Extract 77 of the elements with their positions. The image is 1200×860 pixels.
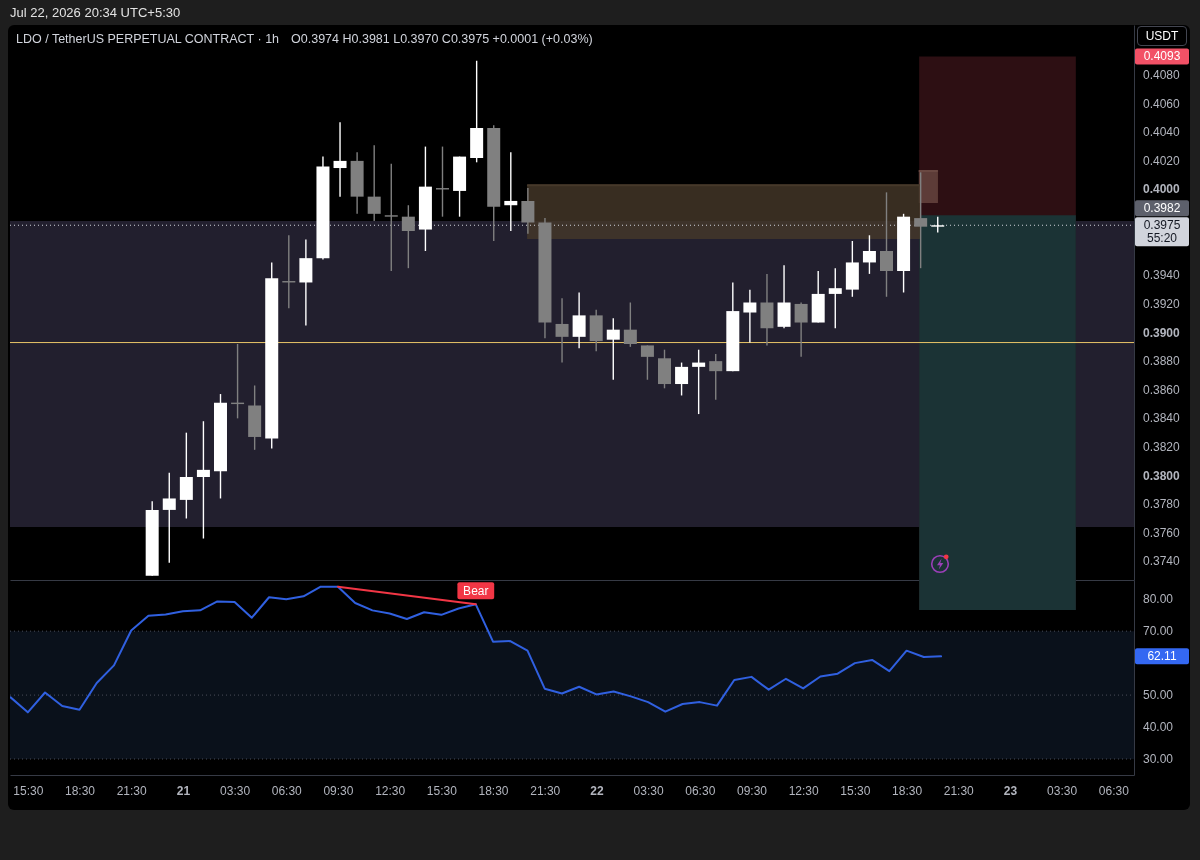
y-axis-title: USDT — [1137, 26, 1187, 46]
candlestick — [692, 349, 706, 415]
text: 0.4093 — [1143, 49, 1181, 64]
candlestick — [623, 301, 637, 348]
y-tick-label: 0.3800 — [1143, 468, 1181, 483]
x-tick-label: 21:30 — [530, 783, 561, 798]
candlestick — [367, 144, 381, 222]
x-tick-label: 03:30 — [633, 783, 664, 798]
y-tick-label: 0.4040 — [1143, 125, 1181, 140]
candlestick — [196, 420, 210, 540]
candlestick — [914, 171, 928, 269]
annotation: O0.3974 H0.3981 L0.3970 C0.3975 +0.0001 (+0.03%) — [291, 32, 593, 46]
x-tick-label: 06:30 — [685, 783, 716, 798]
candlestick — [880, 191, 893, 298]
y-tick-label: 0.4000 — [1143, 182, 1181, 197]
candlestick — [572, 291, 586, 349]
y-tick-label: 0.3940 — [1143, 268, 1181, 283]
x-tick-label: 12:30 — [788, 783, 820, 798]
y-tick-label: 0.3780 — [1143, 497, 1181, 512]
x-tick-label: 06:30 — [1098, 783, 1130, 798]
y-tick-label: 30.00 — [1143, 752, 1174, 767]
line-series — [10, 585, 943, 714]
ref-line-label: 0.3975 — [1143, 218, 1181, 233]
y-tick-label: 0.3880 — [1143, 354, 1181, 369]
x-tick-label: 21:30 — [116, 783, 148, 798]
x-tick-label: 06:30 — [271, 783, 303, 798]
y-tick-label: 40.00 — [1143, 720, 1174, 735]
x-tick-label: 03:30 — [1047, 783, 1078, 798]
text: Jul 22, 2026 20:34 UTC+5:30 — [10, 5, 181, 20]
candlestick — [828, 267, 842, 329]
candlestick — [384, 163, 398, 272]
annotation: Bear — [463, 583, 489, 598]
x-tick-label: 15:30 — [840, 783, 871, 798]
y-tick-label: 0.3900 — [1143, 325, 1181, 340]
x-tick-label: 22 — [590, 783, 604, 798]
candlestick — [504, 151, 518, 232]
candlestick — [675, 361, 689, 397]
text: 62.11 — [1147, 649, 1177, 664]
text: 55:20 — [1146, 231, 1178, 246]
y-tick-label: 70.00 — [1143, 624, 1174, 639]
y-tick-label: 0.3760 — [1143, 525, 1181, 540]
candlestick — [333, 121, 347, 198]
candlestick — [179, 431, 193, 520]
candlestick — [743, 288, 757, 344]
candlestick — [521, 187, 535, 235]
candlestick — [606, 317, 620, 381]
y-tick-label: 0.3740 — [1143, 554, 1181, 569]
candlestick — [709, 353, 723, 401]
text: LDO / TetherUS PERPETUAL CONTRACT · 1h — [16, 32, 280, 46]
y-tick-label: 80.00 — [1143, 592, 1174, 607]
y-tick-label: 0.3860 — [1143, 382, 1181, 397]
y-tick-label: 0.4080 — [1143, 68, 1181, 83]
x-tick-label: 03:30 — [220, 783, 251, 798]
x-tick-label: 15:30 — [426, 783, 458, 798]
y-tick-label: 0.4020 — [1143, 153, 1181, 168]
y-tick-label: 0.3820 — [1143, 439, 1181, 454]
x-tick-label: 18:30 — [64, 783, 96, 798]
candlestick — [162, 472, 176, 564]
text: 0.3982 — [1143, 201, 1181, 216]
x-tick-label: 23 — [1003, 783, 1018, 798]
y-tick-label: 0.4060 — [1143, 96, 1181, 111]
x-tick-label: 09:30 — [323, 783, 354, 798]
y-tick-label: 0.3920 — [1143, 296, 1181, 311]
x-tick-label: 18:30 — [478, 783, 509, 798]
y-tick-label: 50.00 — [1143, 688, 1174, 703]
x-tick-label: 18:30 — [892, 783, 923, 798]
candlestick — [555, 297, 569, 364]
candlestick — [401, 204, 415, 269]
x-tick-label: 21 — [176, 783, 191, 798]
x-tick-label: 21:30 — [943, 783, 975, 798]
y-tick-label: 0.3840 — [1143, 411, 1181, 426]
candlestick — [794, 301, 808, 358]
x-tick-label: 09:30 — [736, 783, 768, 798]
candlestick — [862, 234, 876, 275]
x-tick-label: 15:30 — [13, 783, 44, 798]
candlestick — [640, 344, 654, 381]
x-tick-label: 12:30 — [375, 783, 406, 798]
